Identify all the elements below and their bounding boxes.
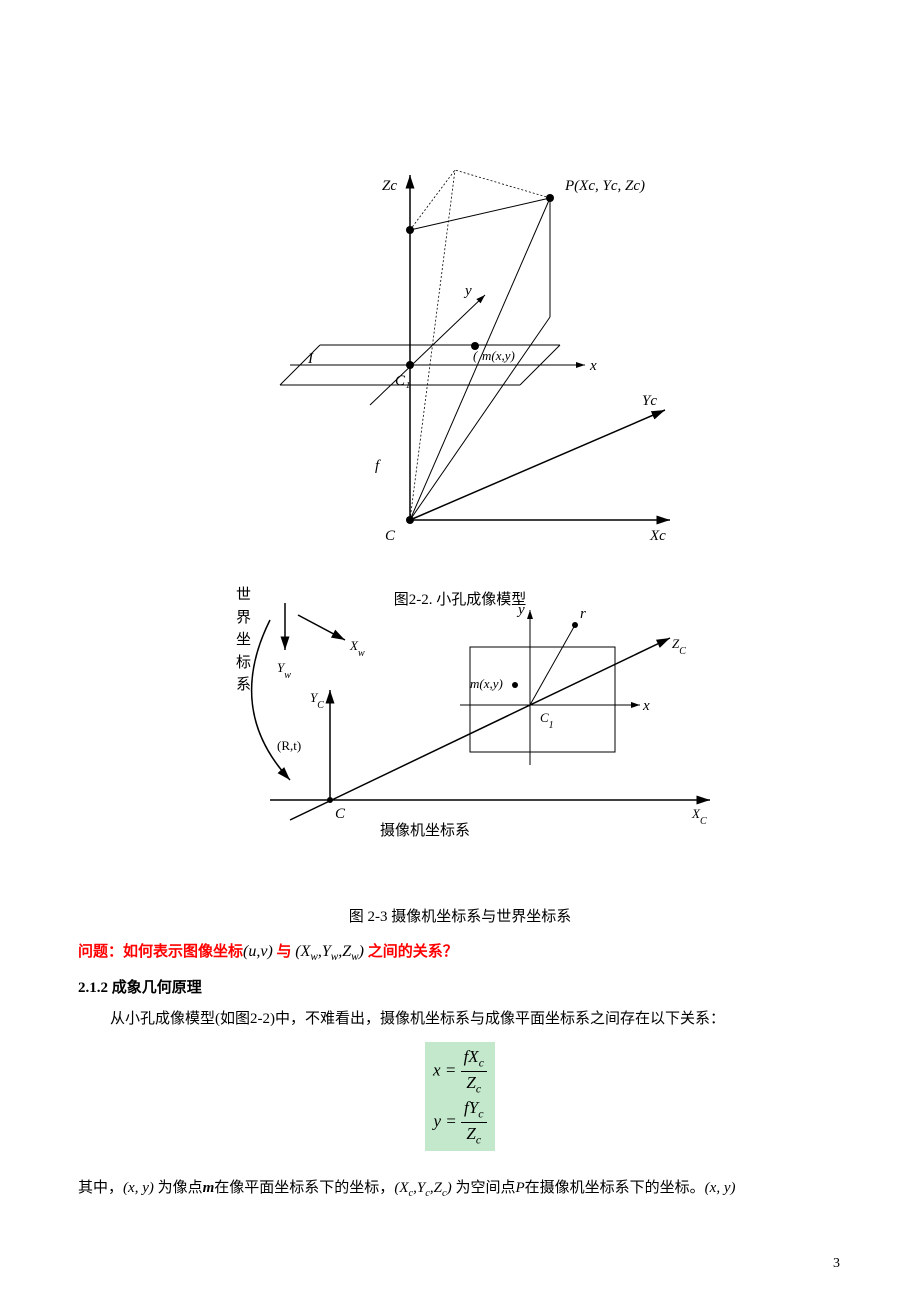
label-c2: C [335,806,346,822]
figure-2-caption: 图 2-3 摄像机坐标系与世界坐标系 [0,905,920,926]
formula-block: x = fXc Zc y = fYc Zc [0,1042,920,1151]
label-ycaxis: YC [310,690,324,711]
label-m2: m(x,y) [470,676,503,691]
label-y2: y [516,602,525,618]
label-c1: C₁ [395,373,410,389]
question-line: 问题：如何表示图像坐标(u,v) 与 (Xw,Yw,Zw) 之间的关系？ [78,940,458,963]
label-xw: Xw [349,638,365,659]
pinhole-diagram: Zc Xc Yc C f I x y C₁ ( m(x,y) [250,160,700,560]
question-suffix: 之间的关系？ [364,944,458,960]
label-p: P(Xc, Yc, Zc) [564,178,645,194]
camera-label: 摄像机坐标系 [380,822,470,839]
label-c1b: C1 [540,710,554,731]
paragraph-1: 从小孔成像模型(如图2-2)中，不难看出，摄像机坐标系与成像平面坐标系之间存在以… [110,1006,850,1033]
question-mid: 与 [273,944,296,960]
label-xcaxis: XC [691,806,707,827]
label-y: y [463,283,472,299]
coord-diagram: Yw Xw (R,t) C YC XC ZC 摄像机坐标系 y x C1 [230,590,730,850]
label-f: f [375,458,381,474]
label-rt: (R,t) [277,738,301,753]
label-zcaxis: ZC [672,636,686,657]
label-m: m(x,y) [482,348,515,363]
label-zc: Zc [382,178,397,194]
label-xc-axis: Xc [649,528,666,544]
figure-1: Zc Xc Yc C f I x y C₁ ( m(x,y) [250,160,700,560]
paragraph-2: 其中，(x, y) 为像点m在像平面坐标系下的坐标，(Xc,Yc,Zc) 为空间… [78,1175,848,1204]
label-x2: x [642,698,650,714]
label-r: r [580,606,586,622]
label-yw: Yw [277,660,291,681]
label-c: C [385,528,396,544]
question-prefix: 问题：如何表示图像坐标 [78,944,243,960]
page-number: 3 [833,1256,840,1272]
figure-2: Yw Xw (R,t) C YC XC ZC 摄像机坐标系 y x C1 [230,590,730,850]
section-heading: 2.1.2 成象几何原理 [78,976,202,997]
label-x: x [589,358,597,374]
label-m-paren: ( [473,348,478,363]
label-yc-axis: Yc [642,393,657,409]
